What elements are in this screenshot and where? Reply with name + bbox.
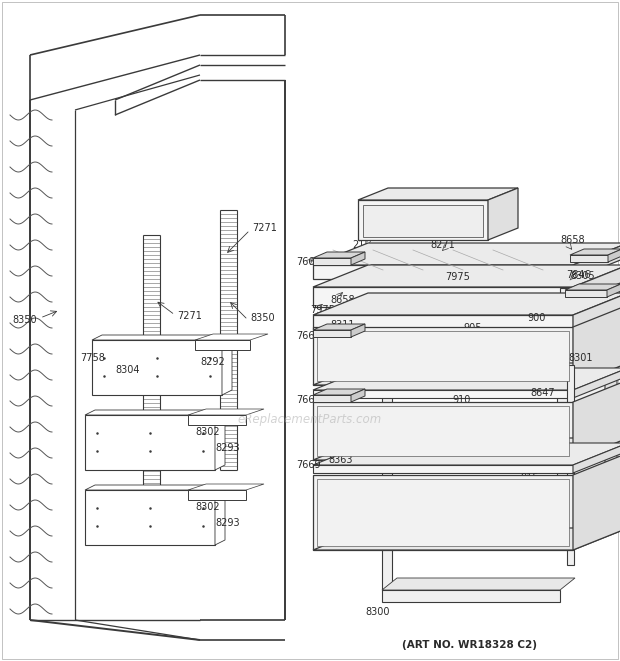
Text: 215: 215 — [352, 240, 371, 250]
Polygon shape — [351, 324, 365, 337]
Text: 7271: 7271 — [177, 311, 202, 321]
Polygon shape — [363, 205, 483, 237]
Polygon shape — [313, 389, 365, 395]
Polygon shape — [573, 305, 620, 385]
Text: 7758: 7758 — [80, 353, 105, 363]
Polygon shape — [573, 380, 620, 460]
Text: 8271: 8271 — [430, 240, 454, 250]
Text: 915: 915 — [323, 395, 342, 405]
Text: 8658: 8658 — [560, 235, 585, 245]
Polygon shape — [313, 265, 573, 279]
Text: 8647: 8647 — [335, 332, 360, 342]
Polygon shape — [85, 485, 225, 490]
Polygon shape — [570, 249, 620, 255]
Polygon shape — [573, 368, 620, 398]
Polygon shape — [557, 420, 605, 480]
Polygon shape — [313, 330, 351, 337]
Polygon shape — [351, 252, 365, 265]
Polygon shape — [195, 340, 250, 350]
Polygon shape — [313, 252, 365, 258]
Polygon shape — [313, 402, 573, 460]
Text: 8292: 8292 — [200, 357, 224, 367]
Polygon shape — [188, 484, 264, 490]
Polygon shape — [313, 327, 573, 385]
Polygon shape — [573, 265, 620, 307]
Text: 900: 900 — [527, 313, 546, 323]
Text: 8302: 8302 — [195, 427, 219, 437]
Polygon shape — [188, 415, 246, 425]
Text: 910: 910 — [520, 463, 538, 473]
Polygon shape — [605, 350, 617, 415]
Text: 915: 915 — [520, 473, 539, 483]
Polygon shape — [313, 368, 620, 390]
Polygon shape — [92, 340, 222, 395]
Text: 8571: 8571 — [535, 340, 560, 350]
Polygon shape — [313, 395, 351, 402]
Polygon shape — [317, 479, 569, 546]
Polygon shape — [382, 578, 575, 590]
Text: 7669: 7669 — [296, 395, 321, 405]
Polygon shape — [317, 406, 569, 456]
Text: 7846: 7846 — [566, 270, 591, 280]
Text: 7669: 7669 — [296, 331, 321, 341]
Polygon shape — [382, 280, 392, 590]
Polygon shape — [313, 390, 573, 398]
Polygon shape — [215, 485, 225, 545]
Polygon shape — [567, 365, 574, 565]
Polygon shape — [188, 490, 246, 500]
Text: 8647: 8647 — [530, 388, 555, 398]
Text: 8363: 8363 — [328, 455, 353, 465]
Polygon shape — [313, 324, 365, 330]
Polygon shape — [358, 200, 488, 240]
Polygon shape — [313, 363, 620, 385]
Text: 8293: 8293 — [215, 443, 239, 453]
Text: 8293: 8293 — [215, 518, 239, 528]
Text: 910: 910 — [452, 395, 471, 405]
Polygon shape — [313, 258, 351, 265]
Text: 8311: 8311 — [330, 320, 355, 330]
Polygon shape — [188, 409, 264, 415]
Text: 7975: 7975 — [310, 305, 335, 315]
Text: 8302: 8302 — [195, 502, 219, 512]
Text: eReplacementParts.com: eReplacementParts.com — [238, 414, 382, 426]
Polygon shape — [560, 288, 608, 348]
Polygon shape — [313, 438, 620, 460]
Text: 8571: 8571 — [535, 445, 560, 455]
Text: 8293: 8293 — [540, 370, 565, 380]
Polygon shape — [573, 443, 620, 473]
Text: 8301: 8301 — [568, 353, 593, 363]
Polygon shape — [488, 188, 518, 240]
Polygon shape — [195, 334, 268, 340]
Polygon shape — [313, 315, 573, 329]
Polygon shape — [565, 284, 620, 290]
Polygon shape — [85, 415, 215, 470]
Polygon shape — [313, 528, 620, 550]
Text: 7669: 7669 — [296, 257, 321, 267]
Polygon shape — [313, 465, 573, 473]
Text: 8300: 8300 — [365, 607, 389, 617]
Text: 7271: 7271 — [252, 223, 277, 233]
Text: 7975: 7975 — [445, 272, 470, 282]
Polygon shape — [607, 284, 620, 297]
Polygon shape — [351, 389, 365, 402]
Text: (ART NO. WR18328 C2): (ART NO. WR18328 C2) — [402, 640, 538, 650]
Polygon shape — [222, 335, 232, 395]
Text: 8292: 8292 — [568, 340, 593, 350]
Polygon shape — [565, 290, 607, 297]
Polygon shape — [605, 415, 617, 480]
Polygon shape — [313, 293, 620, 315]
Polygon shape — [313, 443, 620, 465]
Text: 8658: 8658 — [330, 295, 355, 305]
Text: 7669: 7669 — [296, 460, 321, 470]
Polygon shape — [313, 265, 620, 287]
Polygon shape — [313, 287, 573, 307]
Text: 8304: 8304 — [115, 365, 140, 375]
Polygon shape — [313, 243, 620, 265]
Polygon shape — [573, 293, 620, 329]
Polygon shape — [573, 453, 620, 550]
Text: 8305: 8305 — [570, 271, 595, 281]
Text: 8363: 8363 — [328, 375, 353, 385]
Polygon shape — [85, 410, 225, 415]
Polygon shape — [557, 355, 605, 415]
